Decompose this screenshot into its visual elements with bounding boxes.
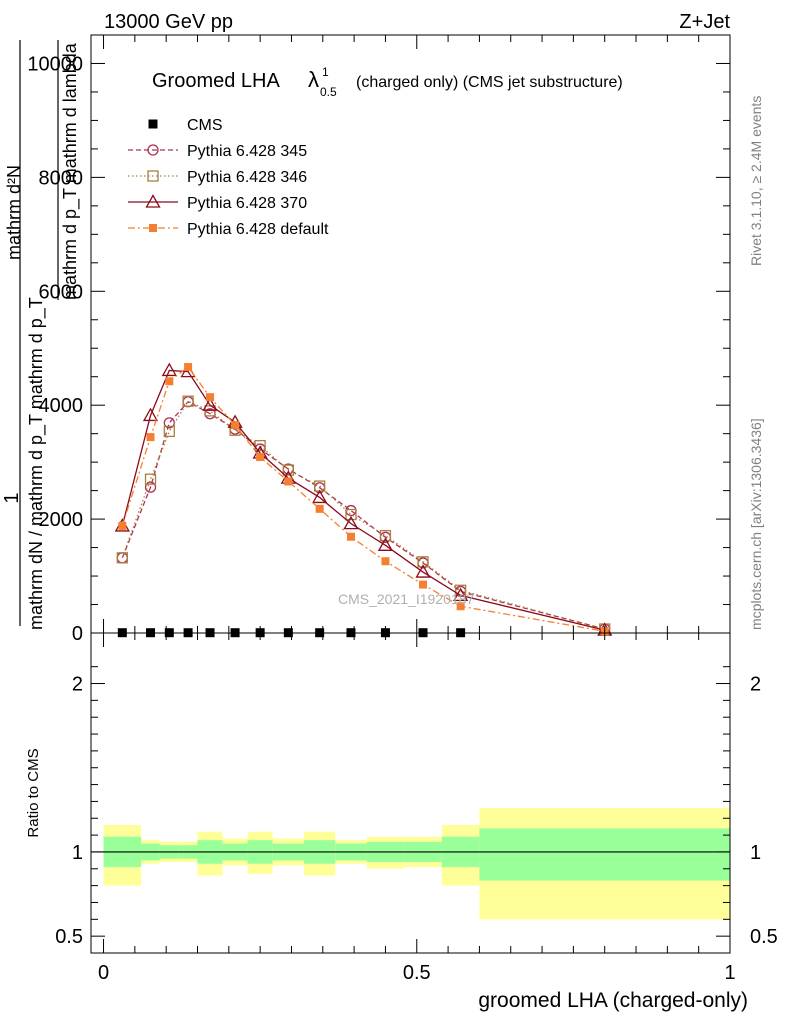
ratio-y-tick-label-right: 1 <box>750 842 761 864</box>
ratio-ylabel: Ratio to CMS <box>25 748 42 837</box>
main-plot-content <box>114 362 613 638</box>
data-point-p346 <box>254 439 266 452</box>
data-point-pdefault <box>256 453 265 462</box>
data-point-pdefault <box>118 521 127 530</box>
rivet-label: Rivet 3.1.10, ≥ 2.4M events <box>748 96 764 266</box>
ratio-y-tick-label: 0.5 <box>55 926 83 948</box>
data-point-pdefault <box>206 393 215 402</box>
legend-marker-pdefault <box>149 224 157 232</box>
main-y-tick-label: 8000 <box>39 167 84 189</box>
data-point-p370 <box>415 564 431 578</box>
legend-label-cms: CMS <box>187 117 223 134</box>
ratio-x-tick-label: 0.5 <box>403 962 431 984</box>
data-point-pdefault <box>146 433 155 442</box>
mcplots-label: mcplots.cern.ch [arXiv:1306.3436] <box>748 418 764 630</box>
legend-marker-p345 <box>147 144 159 156</box>
analysis-watermark: CMS_2021_I1920187 <box>338 591 474 607</box>
data-point-p346 <box>163 425 175 438</box>
ratio-x-axis: 0 0.5 1 <box>98 633 736 984</box>
data-point-pdefault <box>284 477 293 486</box>
data-point-pdefault <box>231 421 240 430</box>
data-point-p370 <box>161 362 177 377</box>
main-y-tick-label: 2000 <box>39 509 84 531</box>
ratio-y-tick-label-right: 0.5 <box>750 926 778 948</box>
main-y-tick-label: 6000 <box>39 281 84 303</box>
data-point-p370 <box>343 515 359 530</box>
main-y-tick-label: 10000 <box>27 53 83 75</box>
x-axis-title: groomed LHA (charged-only) <box>478 989 748 1012</box>
data-point-p345 <box>144 481 157 493</box>
data-point-p346 <box>144 473 157 485</box>
data-point-p346 <box>116 552 128 564</box>
ratio-y-axis: 0.5 0.5 1 1 2 2 <box>55 666 778 948</box>
legend-marker-cms <box>148 119 158 129</box>
series-p346 <box>116 395 611 635</box>
legend-label-p346: Pythia 6.428 346 <box>187 169 307 186</box>
ylabel-right-numerator: mathrm d²N <box>4 165 24 260</box>
data-point-p370 <box>453 587 469 602</box>
chart-title-main: Groomed LHA <box>152 70 280 92</box>
ylabel-right-denominator: mathrm d p_T mathrm d lambda <box>60 42 81 300</box>
chart-title-rest: (charged only) (CMS jet substructure) <box>356 74 623 91</box>
main-y-tick-label: 4000 <box>39 395 84 417</box>
ratio-inner-band <box>479 828 730 881</box>
ratio-y-tick-label: 1 <box>72 842 83 864</box>
data-point-pdefault <box>184 363 193 372</box>
ratio-frame <box>90 632 731 954</box>
data-point-pdefault <box>381 557 390 566</box>
series-pdefault <box>118 363 609 636</box>
chart-title-subscript: 0.5 <box>320 85 337 99</box>
ylabel-main-denominator: mathrm dN / mathrm d p_T mathrm d p_T <box>26 297 47 630</box>
chart-title-lambda: λ <box>308 67 319 92</box>
ratio-y-tick-label-right: 2 <box>750 674 761 696</box>
legend-label-p370: Pythia 6.428 370 <box>187 195 307 212</box>
ratio-x-tick-label: 1 <box>724 962 735 984</box>
legend-marker-p346 <box>147 170 159 182</box>
legend-marker-p370 <box>145 194 161 208</box>
data-point-pdefault <box>346 532 355 541</box>
energy-label: 13000 GeV pp <box>104 11 233 33</box>
main-y-axis: 0 2000 4000 6000 8000 10000 <box>27 34 730 645</box>
data-point-pdefault <box>456 602 465 611</box>
data-point-p346 <box>182 395 194 407</box>
main-x-ticks <box>103 35 731 633</box>
data-point-p346 <box>345 508 357 521</box>
process-label: Z+Jet <box>679 11 730 33</box>
data-point-p346 <box>282 464 294 476</box>
data-point-p346 <box>379 529 392 542</box>
data-point-pdefault <box>165 377 174 386</box>
legend-label-p345: Pythia 6.428 345 <box>187 143 307 160</box>
data-point-pdefault <box>315 504 324 513</box>
ratio-panel: 0.5 0.51 12 2 0 0.5 1 Ratio to CMS groomed LH… <box>25 632 778 1012</box>
data-point-p370 <box>142 407 159 422</box>
data-point-p370 <box>202 397 218 411</box>
main-y-tick-label: 0 <box>72 623 83 645</box>
ylabel-one: 1 <box>1 492 23 503</box>
data-point-pdefault <box>419 580 428 589</box>
ratio-x-tick-label: 0 <box>98 962 109 984</box>
chart-title-superscript: 1 <box>322 65 329 79</box>
data-point-p370 <box>377 537 394 551</box>
ratio-plot-content <box>91 808 730 920</box>
legend: CMS Pythia 6.428 345 Pythia 6.428 346 Pythi… <box>128 117 329 238</box>
data-point-p370 <box>312 489 328 504</box>
main-panel: 0 2000 4000 6000 8000 10000 Groomed LHA λ 1 0… <box>1 34 731 645</box>
legend-label-pdefault: Pythia 6.428 default <box>187 221 329 238</box>
ratio-y-tick-label: 2 <box>72 674 83 696</box>
